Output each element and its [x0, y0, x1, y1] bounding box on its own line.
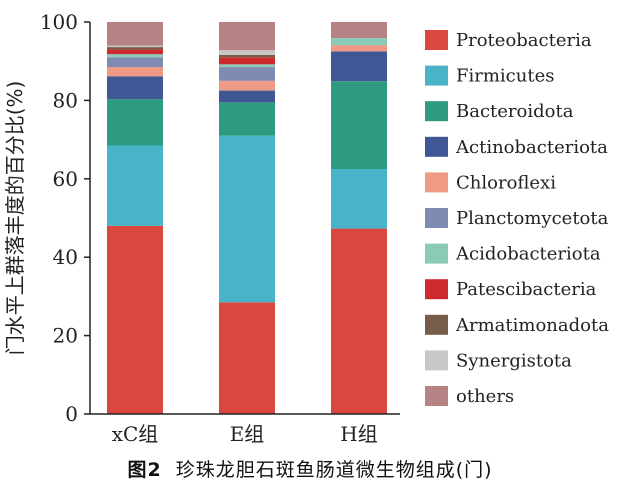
bar-patescibacteria	[219, 57, 275, 65]
legend-item-proteobacteria: Proteobacteria	[425, 30, 592, 51]
bar-planctomycetota	[219, 67, 275, 81]
bar-bacteroidota	[331, 81, 387, 169]
y-tick-label: 20	[53, 324, 78, 348]
legend-label: Actinobacteriota	[455, 137, 608, 158]
bar-acidobacteriota	[107, 54, 163, 58]
bar-stack-2	[219, 22, 275, 414]
x-ticks: xC组 E组 H组	[112, 422, 378, 446]
y-tick-label: 80	[53, 88, 78, 112]
bar-actinobacteriota	[107, 76, 163, 100]
bar-stacks	[107, 22, 387, 414]
bar-armatimonadota	[219, 54, 275, 58]
legend-item-patescibacteria: Patescibacteria	[425, 279, 597, 300]
bar-bacteroidota	[219, 102, 275, 136]
legend-label: Proteobacteria	[456, 30, 592, 51]
bar-actinobacteriota	[219, 90, 275, 103]
legend-item-acidobacteriota: Acidobacteriota	[425, 243, 601, 265]
legend-label: Acidobacteriota	[455, 244, 601, 265]
legend-swatch	[425, 208, 448, 228]
bar-chloroflexi	[331, 45, 387, 52]
legend-swatch	[425, 243, 448, 264]
bar-acidobacteriota	[331, 38, 387, 46]
bar-stack-3	[331, 22, 387, 414]
bar-synergistota	[107, 45, 163, 48]
legend-label: others	[456, 386, 514, 407]
legend-swatch	[425, 101, 448, 122]
figure-caption: 图2 珍珠龙胆石斑鱼肠道微生物组成(门)	[0, 455, 620, 482]
y-axis-label: 门水平上群落丰度的百分比(%)	[3, 81, 27, 356]
y-tick-label: 60	[53, 167, 78, 191]
bar-synergistota	[219, 50, 275, 55]
bar-actinobacteriota	[331, 51, 387, 82]
legend-label: Bacteroidota	[456, 101, 574, 122]
x-tick-label: H组	[340, 422, 377, 446]
bar-bacteroidota	[107, 99, 163, 146]
legend-item-firmicutes: Firmicutes	[425, 65, 554, 87]
bar-proteobacteria	[219, 302, 275, 414]
legend-item-synergistota: Synergistota	[425, 350, 572, 371]
bar-stack-1	[107, 22, 163, 414]
legend-item-bacteroidota: Bacteroidota	[425, 101, 574, 122]
legend-label: Armatimonadota	[455, 315, 609, 336]
bar-chloroflexi	[219, 80, 275, 91]
legend-swatch	[425, 279, 448, 300]
legend-label: Firmicutes	[456, 66, 554, 87]
legend-label: Synergistota	[456, 350, 572, 371]
y-ticks: 0 20 40 60 80 100	[40, 10, 90, 426]
caption-text: 珍珠龙胆石斑鱼肠道微生物组成(门)	[175, 459, 493, 481]
bar-firmicutes	[107, 145, 163, 226]
stacked-bar-chart: 0 20 40 60 80 100 xC组 E组 H组 门水平上群落丰度的百分比(%) Pro…	[3, 10, 609, 446]
legend-item-chloroflexi: Chloroflexi	[425, 172, 556, 193]
y-tick-label: 0	[65, 402, 78, 426]
legend-swatch	[425, 350, 448, 371]
legend-swatch	[425, 30, 448, 50]
bar-others	[219, 22, 275, 51]
legend-item-armatimonadota: Armatimonadota	[425, 314, 609, 336]
figure-number: 图2	[127, 459, 162, 481]
legend-swatch	[425, 386, 448, 406]
legend-swatch	[425, 172, 448, 193]
bar-firmicutes	[331, 169, 387, 229]
bar-acidobacteriota	[219, 64, 275, 68]
bar-others	[331, 22, 387, 39]
legend-label: Chloroflexi	[456, 172, 556, 193]
legend-swatch	[425, 314, 448, 335]
bar-armatimonadota	[107, 47, 163, 50]
bar-chloroflexi	[107, 67, 163, 77]
bar-planctomycetota	[107, 57, 163, 68]
y-tick-label: 40	[53, 245, 78, 269]
bar-patescibacteria	[107, 49, 163, 55]
y-tick-label: 100	[40, 10, 78, 34]
legend-item-actinobacteriota: Actinobacteriota	[425, 136, 608, 158]
bar-firmicutes	[219, 135, 275, 303]
legend: Proteobacteria Firmicutes Bacteroidota Acti…	[425, 30, 609, 407]
x-tick-label: xC组	[112, 422, 159, 446]
bar-proteobacteria	[107, 225, 163, 414]
legend-label: Planctomycetota	[456, 208, 609, 229]
legend-swatch	[425, 65, 448, 86]
legend-item-planctomycetota: Planctomycetota	[425, 208, 609, 229]
bar-others	[107, 22, 163, 46]
legend-swatch	[425, 136, 448, 157]
bar-proteobacteria	[331, 228, 387, 414]
legend-item-others: others	[425, 386, 514, 407]
legend-label: Patescibacteria	[456, 279, 597, 300]
axes	[89, 22, 400, 415]
x-tick-label: E组	[230, 422, 265, 446]
